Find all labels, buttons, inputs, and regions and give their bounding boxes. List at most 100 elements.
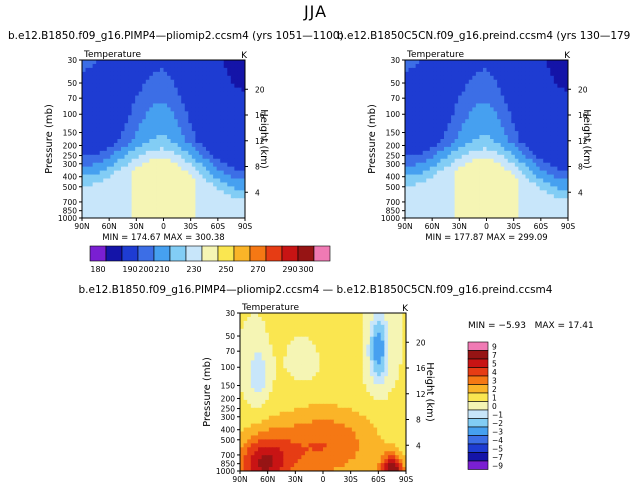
- field-cell: [395, 324, 400, 330]
- field-cell: [366, 313, 371, 318]
- field-cell: [152, 146, 158, 152]
- field-cell: [135, 206, 140, 211]
- field-cell: [124, 142, 129, 148]
- field-cell: [128, 99, 133, 105]
- field-cell: [213, 95, 218, 101]
- field-cell: [507, 139, 512, 144]
- field-cell: [227, 202, 232, 207]
- field-cell: [315, 316, 320, 322]
- field-cell: [103, 146, 108, 152]
- field-cell: [170, 170, 175, 176]
- field-cell: [454, 71, 459, 77]
- field-cell: [92, 170, 97, 176]
- field-cell: [391, 372, 396, 377]
- field-cell: [319, 328, 324, 334]
- field-cell: [341, 372, 346, 377]
- field-cell: [113, 202, 119, 207]
- field-cell: [514, 198, 519, 203]
- field-cell: [195, 91, 200, 97]
- field-cell: [124, 158, 129, 164]
- field-cell: [209, 174, 214, 180]
- field-cell: [92, 190, 97, 195]
- field-cell: [220, 142, 225, 148]
- field-cell: [398, 376, 403, 381]
- field-cell: [511, 194, 516, 199]
- field-cell: [408, 79, 413, 85]
- field-cell: [216, 154, 221, 160]
- field-cell: [504, 182, 509, 187]
- field-cell: [103, 186, 108, 191]
- field-cell: [433, 202, 438, 207]
- field-cell: [333, 364, 339, 369]
- field-cell: [131, 123, 136, 128]
- field-cell: [550, 214, 555, 218]
- field-cell: [429, 67, 434, 73]
- field-cell: [247, 411, 252, 417]
- field-cell: [188, 95, 193, 101]
- field-cell: [149, 198, 154, 203]
- field-cell: [529, 83, 534, 89]
- field-cell: [536, 190, 541, 195]
- field-cell: [85, 103, 90, 108]
- field-cell: [323, 340, 328, 346]
- field-cell: [532, 111, 537, 116]
- field-cell: [82, 95, 87, 101]
- field-cell: [163, 135, 168, 140]
- field-cell: [96, 166, 101, 172]
- field-cell: [241, 71, 245, 77]
- field-cell: [286, 403, 292, 409]
- field-cell: [177, 119, 182, 124]
- field-cell: [387, 392, 393, 397]
- field-cell: [472, 214, 477, 218]
- field-cell: [286, 384, 292, 389]
- field-cell: [223, 75, 228, 81]
- field-cell: [138, 146, 143, 152]
- field-cell: [472, 174, 477, 180]
- field-cell: [387, 328, 393, 334]
- field-cell: [351, 360, 357, 365]
- field-cell: [265, 364, 270, 369]
- field-cell: [529, 71, 534, 77]
- field-cell: [145, 119, 150, 124]
- field-cell: [319, 403, 324, 409]
- field-cell: [241, 166, 245, 172]
- field-cell: [241, 99, 245, 105]
- field-cell: [402, 356, 406, 361]
- field-cell: [377, 348, 382, 354]
- field-cell: [188, 178, 193, 184]
- field-cell: [507, 87, 512, 93]
- field-cell: [163, 123, 168, 128]
- field-cell: [451, 123, 456, 128]
- field-cell: [557, 115, 562, 120]
- field-cell: [384, 320, 389, 326]
- field-cell: [507, 75, 512, 81]
- field-cell: [507, 135, 512, 140]
- field-cell: [223, 178, 228, 184]
- field-cell: [138, 206, 143, 211]
- field-cell: [525, 158, 530, 164]
- field-cell: [436, 67, 442, 73]
- field-cell: [297, 388, 302, 393]
- field-cell: [553, 107, 558, 112]
- field-cell: [412, 119, 417, 124]
- field-cell: [167, 79, 172, 85]
- field-cell: [472, 139, 477, 144]
- field-cell: [433, 174, 438, 180]
- field-cell: [174, 103, 179, 108]
- field-cell: [103, 67, 108, 73]
- field-cell: [167, 190, 172, 195]
- field-cell: [330, 364, 335, 369]
- field-cell: [532, 210, 537, 215]
- field-cell: [490, 131, 495, 136]
- field-cell: [546, 87, 551, 93]
- field-cell: [128, 67, 133, 73]
- field-cell: [539, 127, 544, 132]
- field-cell: [426, 190, 431, 195]
- field-cell: [113, 127, 119, 132]
- field-cell: [490, 135, 495, 140]
- field-cell: [557, 103, 562, 108]
- field-cell: [103, 87, 108, 93]
- field-cell: [454, 190, 459, 195]
- field-cell: [387, 376, 393, 381]
- field-cell: [241, 178, 245, 184]
